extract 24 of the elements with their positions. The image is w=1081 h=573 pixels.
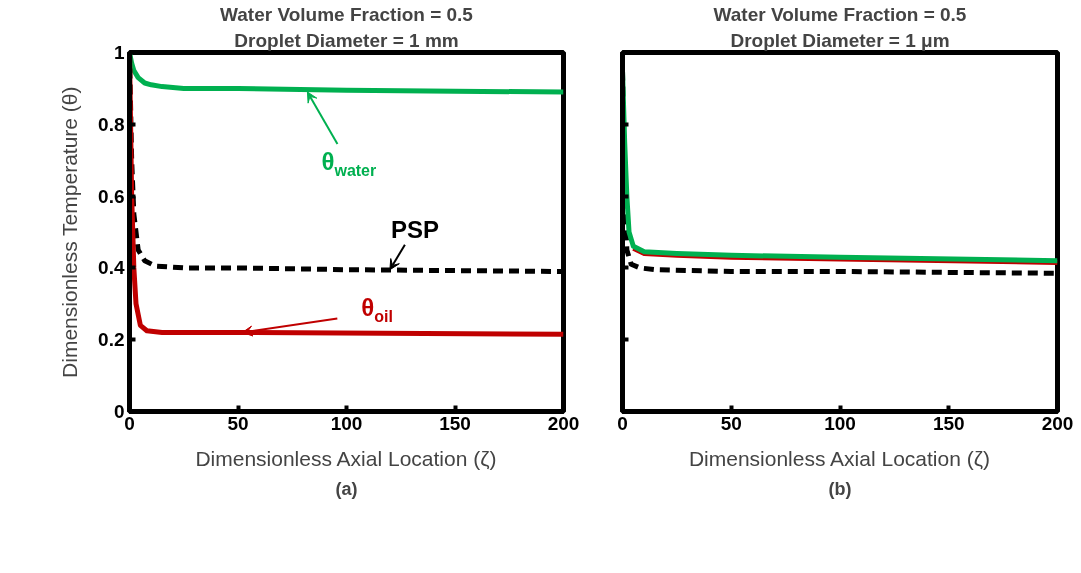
text: (a) bbox=[335, 478, 358, 499]
annotation: PSP bbox=[390, 216, 439, 244]
x-tick-label: 150 bbox=[439, 412, 471, 434]
y-tick-label: 1 bbox=[113, 42, 125, 63]
y-tick-label: 0.6 bbox=[98, 185, 125, 207]
x-tick-label: 50 bbox=[227, 412, 249, 434]
x-tick-label: 100 bbox=[330, 412, 363, 434]
x-tick-label: 200 bbox=[547, 412, 580, 434]
chart-subtitle: Droplet Diameter = 1 mm bbox=[234, 29, 459, 51]
chart-title: Water Volume Fraction = 0.5 bbox=[220, 3, 474, 25]
y-axis-title: Dimensionless Temperature (θ) bbox=[58, 86, 82, 378]
x-tick-label: 150 bbox=[932, 412, 965, 434]
chart-subtitle: Droplet Diameter = 1 μm bbox=[730, 29, 950, 51]
x-tick-label: 100 bbox=[824, 412, 856, 434]
y-tick-label: 0.4 bbox=[98, 257, 125, 279]
chart-title: Water Volume Fraction = 0.5 bbox=[713, 3, 967, 25]
x-axis-title: Dimensionless Axial Location (ζ) bbox=[688, 446, 990, 470]
x-tick-label: 50 bbox=[720, 412, 742, 434]
text: (b) bbox=[828, 478, 852, 499]
y-tick-label: 0.8 bbox=[98, 113, 125, 135]
x-tick-label: 0 bbox=[617, 412, 628, 434]
y-tick-label: 0.2 bbox=[98, 329, 125, 351]
x-tick-label: 200 bbox=[1041, 412, 1074, 434]
x-axis-title: Dimensionless Axial Location (ζ) bbox=[195, 446, 497, 470]
